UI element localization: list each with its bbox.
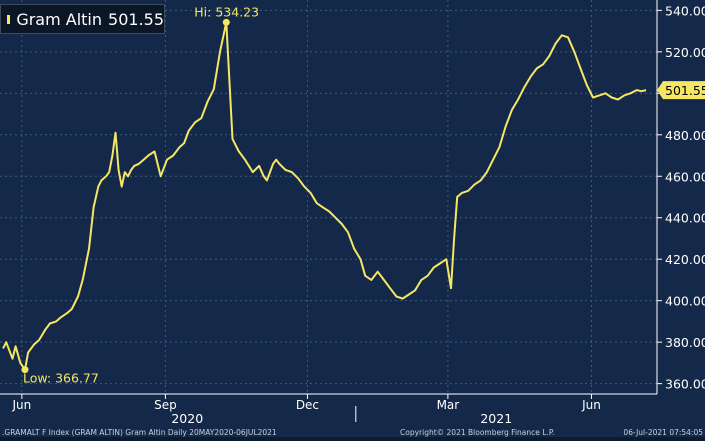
last-value-label: 501.55	[665, 83, 705, 98]
last-value-tag	[657, 81, 705, 100]
y-tick-label: 520.00	[665, 45, 705, 60]
y-tick-label: 460.00	[665, 169, 705, 184]
x-tick-label: Jun	[11, 398, 31, 412]
low-label: Low: 366.77	[23, 371, 99, 386]
legend-series-name: Gram Altin	[16, 9, 103, 29]
high-marker	[222, 18, 230, 26]
x-tick-label: Mar	[437, 398, 460, 412]
legend-series-value: 501.55	[108, 9, 164, 29]
legend: Gram Altin 501.55	[0, 4, 165, 34]
x-tick-label: Sep	[154, 398, 177, 412]
footer: .GRAMALT F Index (GRAM ALTIN) Gram Altin…	[2, 428, 703, 437]
x-tick-label: Dec	[296, 398, 319, 412]
y-tick-label: 480.00	[665, 128, 705, 143]
year-label: 2021	[480, 411, 512, 426]
low-marker	[21, 366, 29, 374]
year-label: 2020	[171, 411, 203, 426]
footer-source-text: .GRAMALT F Index (GRAM ALTIN) Gram Altin…	[2, 428, 277, 437]
gridlines	[0, 0, 657, 394]
annotations: Hi: 534.23 Low: 366.77 501.55	[21, 4, 705, 386]
high-label: Hi: 534.23	[194, 4, 259, 19]
legend-label: Gram Altin 501.55	[16, 10, 164, 29]
y-tick-label: 360.00	[665, 377, 705, 392]
series-line	[2, 21, 647, 371]
y-tick-label: 440.00	[665, 211, 705, 226]
x-tick-label: Jun	[581, 398, 601, 412]
y-tick-label: 420.00	[665, 252, 705, 267]
series-layer	[2, 21, 647, 371]
legend-swatch	[7, 14, 11, 24]
y-tick-label: 380.00	[665, 335, 705, 350]
footer-timestamp-text: 06-Jul-2021 07:54:05	[623, 428, 703, 437]
y-tick-label: 400.00	[665, 294, 705, 309]
y-tick-label: 540.00	[665, 3, 705, 18]
footer-copyright-text: Copyright© 2021 Bloomberg Finance L.P.	[400, 428, 555, 437]
